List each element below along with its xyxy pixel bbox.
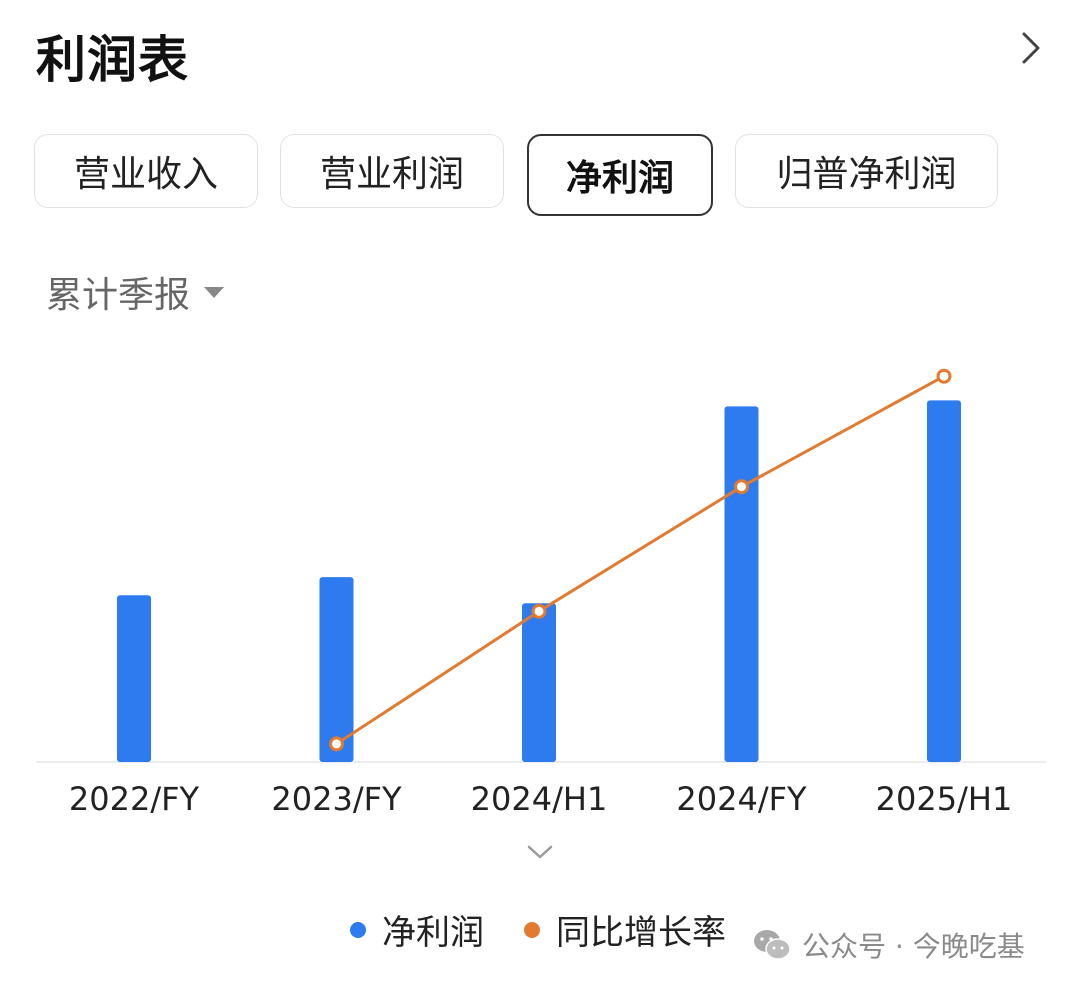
legend-dot-blue — [350, 921, 366, 938]
x-tick-label: 2024/FY — [676, 780, 807, 818]
bar-2022/FY — [117, 595, 151, 762]
yoy-point-2025/H1 — [936, 368, 952, 384]
bar-2025/H1 — [927, 400, 961, 762]
legend-dot-orange — [524, 921, 540, 938]
legend-label-yoy-growth: 同比增长率 — [556, 913, 726, 953]
legend-label-net-profit: 净利润 — [382, 913, 484, 953]
yoy-growth-line — [335, 374, 945, 746]
x-tick-label: 2023/FY — [271, 780, 402, 818]
caret-down-icon — [204, 286, 225, 298]
bar-2024/FY — [724, 406, 759, 762]
period-dropdown[interactable]: 累计季报 — [46, 266, 225, 318]
yoy-point-2024/FY — [734, 479, 749, 495]
wechat-icon — [754, 930, 791, 960]
watermark-text: 公众号 · 今晚吃基 — [802, 930, 1025, 963]
x-tick-label: 2022/FY — [69, 780, 200, 818]
chart-legend: 净利润 同比增长率 — [350, 905, 766, 954]
x-tick-label: 2024/H1 — [471, 780, 608, 818]
legend-item-yoy-growth[interactable]: 同比增长率 — [524, 905, 726, 954]
bar-2023/FY — [319, 577, 354, 762]
yoy-point-2024/H1 — [531, 603, 547, 619]
watermark: 公众号 · 今晚吃基 — [752, 925, 1025, 965]
tab-attributable-net-profit[interactable]: 归普净利润 — [735, 134, 998, 208]
x-tick-label: 2025/H1 — [876, 780, 1013, 818]
period-label: 累计季报 — [46, 275, 191, 316]
yoy-point-2023/FY — [329, 736, 344, 752]
tab-revenue[interactable]: 营业收入 — [34, 134, 258, 208]
chevron-right-icon[interactable] — [1010, 28, 1050, 68]
tab-net-profit[interactable]: 净利润 — [527, 134, 713, 216]
legend-item-net-profit[interactable]: 净利润 — [350, 905, 484, 954]
bar-2024/H1 — [522, 603, 556, 762]
page-title: 利润表 — [36, 31, 189, 89]
tab-operating-profit[interactable]: 营业利润 — [280, 134, 504, 208]
chevron-down-icon[interactable] — [526, 840, 554, 864]
net-profit-chart: 2022/FY 2023/FY 2024/H1 2024/FY 2025/H1 — [36, 368, 1046, 818]
